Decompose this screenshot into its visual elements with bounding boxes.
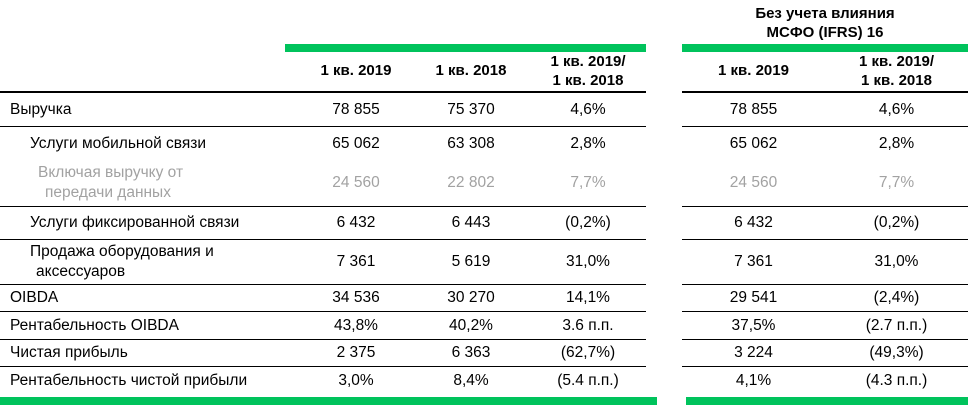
value-ifrs-q1-2019: 24 560	[729, 174, 778, 191]
value-change: 14,1%	[566, 289, 610, 306]
row-label: Рентабельность OIBDA	[10, 316, 179, 334]
accent-bar	[0, 397, 657, 405]
value-change: (0,2%)	[565, 214, 611, 231]
table-row-data-revenue: Включая выручку от передачи данных 24 56…	[0, 160, 975, 207]
value-q1-2018: 30 270	[447, 289, 495, 306]
value-q1-2019: 34 536	[332, 289, 380, 306]
value-change: 7,7%	[570, 174, 606, 191]
row-label: Услуги фиксированной связи	[30, 214, 240, 232]
value-ifrs-change: 2,8%	[878, 134, 915, 152]
value-q1-2018: 75 370	[447, 100, 495, 118]
value-change: 2,8%	[570, 134, 606, 152]
value-q1-2019: 7 361	[336, 253, 376, 270]
row-label: Выручка	[10, 100, 72, 118]
col-header-change: 1 кв. 2019/ 1 кв. 2018	[550, 52, 626, 89]
value-q1-2019: 65 062	[332, 134, 380, 152]
value-ifrs-change: 4,6%	[878, 100, 915, 118]
value-change: 3.6 п.п.	[562, 316, 614, 334]
value-ifrs-q1-2019: 37,5%	[731, 316, 776, 334]
value-q1-2018: 8,4%	[453, 372, 489, 389]
value-ifrs-q1-2019: 78 855	[729, 100, 778, 118]
value-ifrs-q1-2019: 7 361	[734, 253, 773, 270]
top-accent-bars	[0, 44, 975, 52]
value-ifrs-q1-2019: 6 432	[734, 214, 773, 231]
table-row-mobile-services: Услуги мобильной связи 65 062 63 308 2,8…	[0, 127, 975, 160]
value-q1-2018: 5 619	[451, 253, 491, 270]
value-q1-2018: 40,2%	[449, 316, 493, 334]
value-q1-2019: 2 375	[336, 344, 376, 361]
table-header-row: 1 кв. 2019 1 кв. 2018 1 кв. 2019/ 1 кв. …	[0, 52, 975, 93]
value-change: (5.4 п.п.)	[557, 372, 619, 389]
value-ifrs-change: (0,2%)	[873, 214, 920, 231]
table-row-oibda: OIBDA 34 536 30 270 14,1% 29 541 (2,4%)	[0, 285, 975, 312]
table-row-fixed-services: Услуги фиксированной связи 6 432 6 443 (…	[0, 207, 975, 240]
col-header-ifrs-change: 1 кв. 2019/ 1 кв. 2018	[858, 52, 935, 89]
value-ifrs-q1-2019: 3 224	[734, 344, 773, 361]
accent-bar	[285, 44, 646, 52]
value-q1-2018: 6 443	[451, 214, 491, 231]
row-label: Включая выручку от передачи данных	[38, 164, 184, 201]
value-q1-2019: 78 855	[332, 100, 380, 118]
col-header-q1-2018: 1 кв. 2018	[435, 62, 507, 80]
table-row-net-profit-margin: Рентабельность чистой прибыли 3,0% 8,4% …	[0, 367, 975, 395]
value-ifrs-change: (2,4%)	[873, 289, 920, 306]
value-q1-2019: 6 432	[336, 214, 376, 231]
table-row-revenue: Выручка 78 855 75 370 4,6% 78 855 4,6%	[0, 93, 975, 127]
value-change: 31,0%	[566, 253, 610, 270]
value-ifrs-change: 7,7%	[878, 174, 915, 191]
row-label: Продажа оборудования и аксессуаров	[30, 243, 214, 280]
value-q1-2018: 6 363	[451, 344, 491, 361]
row-label: Чистая прибыль	[10, 344, 128, 362]
value-ifrs-q1-2019: 65 062	[729, 134, 778, 152]
row-label: OIBDA	[10, 289, 59, 307]
value-q1-2018: 63 308	[447, 134, 495, 152]
value-ifrs-change: (4.3 п.п.)	[865, 372, 928, 389]
accent-bar	[682, 44, 968, 52]
value-ifrs-change: (2.7 п.п.)	[865, 316, 928, 334]
value-ifrs-q1-2019: 4,1%	[735, 372, 772, 389]
value-ifrs-change: (49,3%)	[869, 344, 924, 361]
right-section-title: Без учета влияния МСФО (IFRS) 16	[755, 5, 895, 41]
col-header-q1-2019: 1 кв. 2019	[320, 62, 392, 80]
row-label: Рентабельность чистой прибыли	[10, 372, 248, 390]
value-q1-2019: 24 560	[332, 174, 380, 191]
value-ifrs-change: 31,0%	[874, 253, 919, 270]
col-header-ifrs-q1-2019: 1 кв. 2019	[718, 62, 789, 80]
value-change: (62,7%)	[560, 344, 616, 361]
table-row-net-profit: Чистая прибыль 2 375 6 363 (62,7%) 3 224…	[0, 340, 975, 367]
value-ifrs-q1-2019: 29 541	[729, 289, 778, 306]
title-row: Без учета влияния МСФО (IFRS) 16	[0, 0, 975, 44]
table-row-oibda-margin: Рентабельность OIBDA 43,8% 40,2% 3.6 п.п…	[0, 312, 975, 340]
value-change: 4,6%	[570, 100, 606, 118]
value-q1-2019: 3,0%	[338, 372, 374, 389]
bottom-accent-bars	[0, 397, 975, 405]
row-label: Услуги мобильной связи	[30, 134, 207, 152]
value-q1-2019: 43,8%	[334, 316, 378, 334]
value-q1-2018: 22 802	[447, 174, 495, 191]
table-row-equipment-sales: Продажа оборудования и аксессуаров 7 361…	[0, 240, 975, 285]
accent-bar	[686, 397, 968, 405]
